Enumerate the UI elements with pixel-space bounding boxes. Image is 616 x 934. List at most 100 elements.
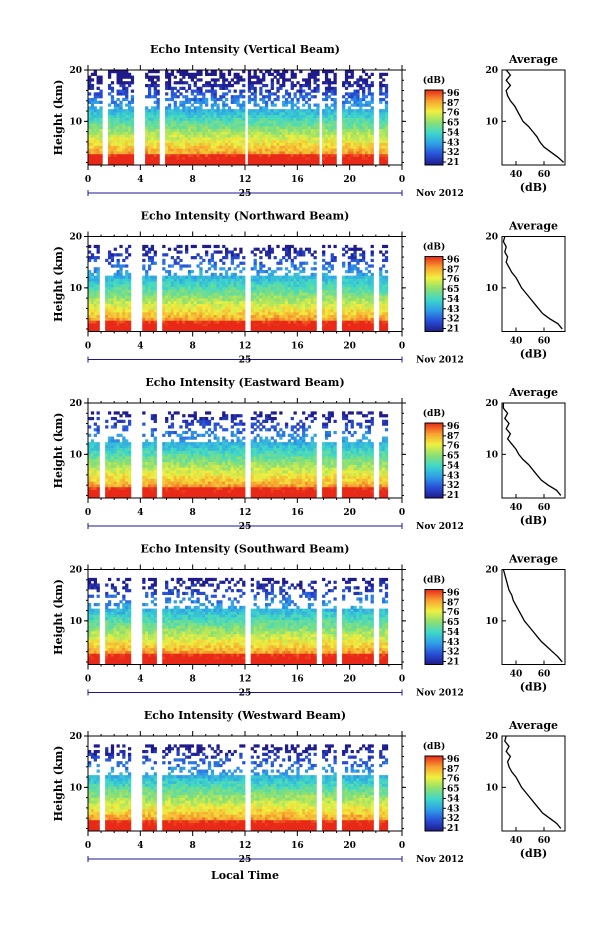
heatmap-cell — [117, 129, 120, 132]
heatmap-cell — [162, 301, 165, 304]
heatmap-cell — [122, 140, 125, 143]
heatmap-cell — [248, 134, 251, 137]
heatmap-cell — [294, 315, 297, 318]
heatmap-cell — [242, 143, 245, 146]
heatmap-cell — [296, 315, 299, 318]
heatmap-cell — [151, 284, 154, 287]
heatmap-cell — [108, 140, 111, 143]
heatmap-cell — [308, 143, 311, 146]
heatmap-cell — [268, 140, 271, 143]
heatmap-cell — [239, 151, 242, 154]
heatmap-cell — [251, 143, 254, 146]
heatmap-cell — [342, 148, 345, 151]
heatmap-cell — [353, 312, 356, 315]
heatmap-cell — [108, 323, 111, 326]
heatmap-cell — [248, 115, 251, 118]
heatmap-cell — [119, 137, 122, 140]
heatmap-cell — [182, 154, 185, 157]
heatmap-cell — [99, 95, 102, 98]
heatmap-cell — [114, 320, 117, 323]
heatmap-cell — [168, 145, 171, 148]
heatmap-cell — [208, 298, 211, 301]
heatmap-cell — [199, 306, 202, 309]
heatmap-cell — [231, 157, 234, 160]
heatmap-cell — [279, 140, 282, 143]
heatmap-cell — [211, 73, 214, 76]
heatmap-cell — [199, 134, 202, 137]
heatmap-cell — [268, 298, 271, 301]
heatmap-cell — [285, 284, 288, 287]
heatmap-cell — [296, 143, 299, 146]
heatmap-cell — [114, 298, 117, 301]
heatmap-cell — [308, 87, 311, 90]
heatmap-cell — [242, 306, 245, 309]
heatmap-cell — [97, 81, 100, 84]
heatmap-cell — [316, 137, 319, 140]
heatmap-cell — [359, 104, 362, 107]
heatmap-cell — [248, 140, 251, 143]
heatmap-cell — [311, 134, 314, 137]
heatmap-cell — [351, 312, 354, 315]
heatmap-cell — [342, 292, 345, 295]
heatmap-cell — [276, 284, 279, 287]
heatmap-cell — [179, 112, 182, 115]
heatmap-cell — [368, 326, 371, 329]
heatmap-cell — [371, 115, 374, 118]
heatmap-cell — [171, 295, 174, 298]
heatmap-cell — [145, 245, 148, 248]
heatmap-cell — [368, 134, 371, 137]
heatmap-cell — [191, 120, 194, 123]
heatmap-cell — [154, 253, 157, 256]
heatmap-cell — [108, 126, 111, 129]
heatmap-cell — [271, 78, 274, 81]
heatmap-cell — [225, 129, 228, 132]
heatmap-cell — [168, 120, 171, 123]
heatmap-cell — [231, 326, 234, 329]
heatmap-cell — [362, 81, 365, 84]
heatmap-cell — [274, 278, 277, 281]
heatmap-cell — [262, 320, 265, 323]
panel-2: Echo Intensity (Northward Beam)1020Heigh… — [52, 210, 565, 366]
heatmap-cell — [362, 112, 365, 115]
heatmap-cell — [348, 145, 351, 148]
heatmap-cell — [202, 287, 205, 290]
heatmap-cell — [302, 90, 305, 93]
heatmap-cell — [196, 326, 199, 329]
heatmap-cell — [108, 256, 111, 259]
heatmap-cell — [214, 145, 217, 148]
heatmap-cell — [294, 151, 297, 154]
heatmap-cell — [119, 309, 122, 312]
heatmap-cell — [122, 134, 125, 137]
heatmap-cell — [97, 323, 100, 326]
heatmap-cell — [368, 157, 371, 160]
heatmap-cell — [171, 284, 174, 287]
heatmap-cell — [308, 298, 311, 301]
heatmap-cell — [302, 253, 305, 256]
heatmap-cell — [379, 267, 382, 270]
heatmap-cell — [165, 131, 168, 134]
heatmap-cell — [119, 143, 122, 146]
heatmap-cell — [188, 145, 191, 148]
heatmap-cell — [322, 259, 325, 262]
heatmap-cell — [236, 115, 239, 118]
heatmap-cell — [188, 140, 191, 143]
heatmap-cell — [128, 129, 131, 132]
heatmap-cell — [208, 109, 211, 112]
heatmap-cell — [256, 78, 259, 81]
heatmap-cell — [94, 73, 97, 76]
heatmap-cell — [351, 131, 354, 134]
heatmap-cell — [356, 84, 359, 87]
heatmap-cell — [142, 315, 145, 318]
heatmap-cell — [194, 278, 197, 281]
heatmap-cell — [359, 157, 362, 160]
heatmap-cell — [333, 312, 336, 315]
heatmap-cell — [191, 301, 194, 304]
heatmap-cell — [211, 323, 214, 326]
heatmap-cell — [382, 281, 385, 284]
heatmap-cell — [99, 112, 102, 115]
heatmap-cell — [111, 137, 114, 140]
heatmap-cell — [353, 290, 356, 293]
heatmap-cell — [185, 129, 188, 132]
heatmap-cell — [145, 298, 148, 301]
